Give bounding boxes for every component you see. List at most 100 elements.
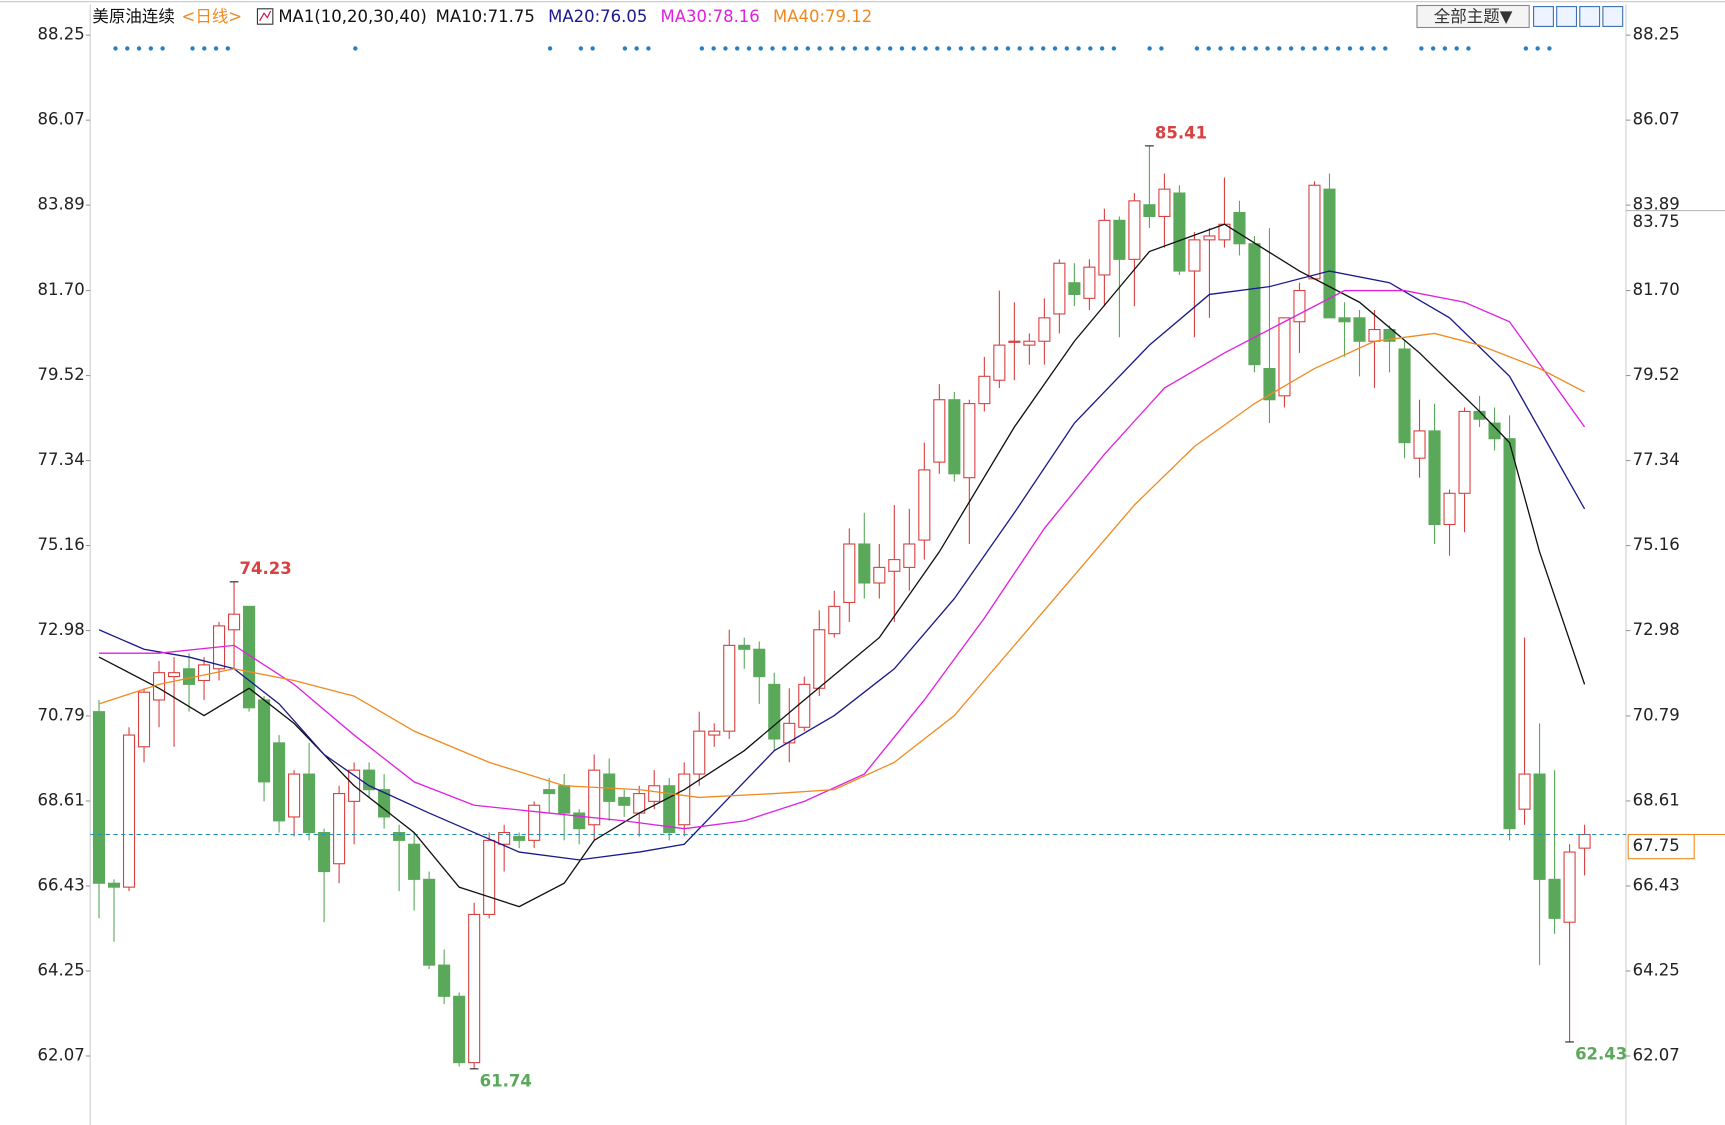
candle-body — [1233, 212, 1246, 245]
signal-dot — [225, 46, 231, 51]
candle-body — [258, 699, 271, 783]
candle-body — [1413, 430, 1426, 459]
signal-dot — [734, 46, 740, 51]
candle-body — [1398, 348, 1411, 444]
signal-dot — [547, 46, 553, 51]
signal-dot — [758, 46, 763, 51]
signal-dot — [1547, 46, 1552, 51]
candle-body — [378, 789, 391, 818]
candle-body — [573, 812, 586, 830]
y-tick-label-right: 70.79 — [1633, 705, 1680, 724]
signal-dot — [1419, 46, 1424, 51]
candle-body — [1038, 317, 1051, 342]
y-tick-label-right: 75.16 — [1633, 535, 1680, 554]
candle-body — [1443, 492, 1456, 526]
candle-body — [678, 773, 691, 826]
ma-line — [99, 289, 1586, 830]
y-tick-label-right: 68.61 — [1633, 790, 1680, 809]
candle-body — [903, 543, 916, 568]
indicator-icon[interactable] — [256, 8, 274, 25]
signal-dot — [829, 46, 834, 51]
signal-dot — [1241, 46, 1247, 51]
signal-dot — [770, 46, 775, 51]
theme-button[interactable] — [1416, 4, 1530, 29]
signal-dot — [1218, 46, 1223, 51]
candle-body — [1563, 851, 1576, 923]
signal-dot — [1288, 46, 1294, 51]
signal-dot — [202, 46, 207, 51]
candle-body — [933, 399, 946, 463]
candle-body — [137, 691, 151, 748]
y-tick-label-right: 88.25 — [1633, 25, 1680, 44]
signal-dot — [946, 46, 952, 51]
candle-body — [228, 613, 241, 631]
y-tick-label: 62.07 — [37, 1045, 84, 1064]
candle-body — [1533, 773, 1546, 880]
signal-dot — [1206, 46, 1211, 51]
candle-body — [1263, 367, 1276, 401]
y-tick-label: 81.70 — [37, 280, 84, 299]
signal-dot — [1099, 46, 1105, 51]
indicator-label[interactable]: MA1(10,20,30,40) — [278, 7, 427, 26]
candle-body — [498, 831, 511, 845]
signal-dot — [1535, 46, 1540, 51]
signal-dot — [993, 46, 999, 51]
signal-dot — [1111, 46, 1117, 51]
candle-body — [888, 559, 901, 572]
candle-body — [1098, 219, 1111, 276]
last-price-box — [1627, 833, 1695, 860]
y-tick-label: 79.52 — [37, 365, 84, 384]
candle-body — [453, 995, 466, 1064]
signal-dot — [935, 46, 940, 51]
candle-body — [318, 831, 331, 873]
candle-body — [1368, 328, 1381, 342]
candle-body — [1008, 340, 1021, 343]
y-tick-label: 75.16 — [37, 535, 84, 554]
signal-dot — [1371, 46, 1376, 51]
signal-dot — [590, 46, 595, 51]
signal-dot — [1076, 46, 1081, 51]
y-tick-label-right: 62.07 — [1633, 1045, 1680, 1064]
signal-dot — [723, 46, 728, 51]
signal-dot — [1312, 46, 1317, 51]
candle-body — [1083, 266, 1096, 299]
signal-dot — [782, 46, 787, 51]
toolbar-button[interactable] — [1579, 6, 1601, 27]
candle-body — [1023, 340, 1036, 346]
signal-dot — [1335, 46, 1341, 51]
candle-body — [1113, 219, 1126, 260]
theme-button-label[interactable]: 全部主题▼ — [1434, 7, 1513, 26]
candle-body — [1518, 773, 1531, 810]
candle-body — [963, 403, 976, 479]
candle-body — [993, 344, 1006, 381]
candle-body — [873, 566, 886, 584]
candle-body — [273, 742, 286, 822]
period-label[interactable]: <日线> — [182, 7, 243, 26]
signal-dot — [622, 46, 628, 51]
signal-dot — [1052, 46, 1058, 51]
candle-body — [288, 773, 301, 818]
candle-body — [738, 644, 751, 650]
candle-body — [648, 785, 661, 802]
signal-dot — [1230, 46, 1235, 51]
candle-body — [1323, 188, 1336, 319]
candle-body — [1293, 289, 1306, 323]
signal-dot — [1300, 46, 1306, 51]
toolbar-button[interactable] — [1533, 6, 1554, 27]
candle-body — [1143, 204, 1156, 218]
candle-body — [1383, 328, 1396, 342]
signal-dot — [160, 46, 165, 51]
candle-body — [303, 773, 316, 834]
candle-body — [768, 683, 781, 740]
candle-body — [1308, 184, 1321, 280]
toolbar-button[interactable] — [1556, 6, 1578, 27]
candle-body — [663, 785, 676, 834]
signal-dot — [1194, 46, 1200, 51]
signal-dot — [746, 46, 752, 51]
candle-body — [483, 839, 496, 915]
candle-body — [723, 644, 736, 732]
candle-body — [558, 785, 571, 814]
candle-body — [978, 375, 991, 405]
signal-dot — [864, 46, 869, 51]
toolbar-button[interactable] — [1602, 6, 1624, 27]
